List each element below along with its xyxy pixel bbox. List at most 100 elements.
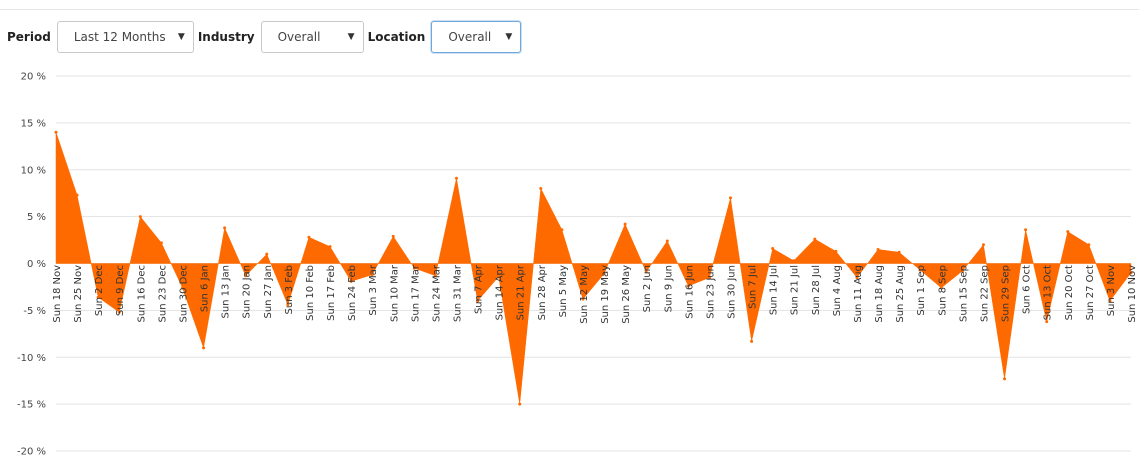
x-tick-label: Sun 18 Nov bbox=[52, 265, 63, 323]
data-point[interactable] bbox=[518, 402, 522, 406]
data-point[interactable] bbox=[665, 239, 669, 243]
data-point[interactable] bbox=[855, 276, 859, 280]
y-tick-label: 5 % bbox=[27, 212, 46, 223]
data-point[interactable] bbox=[202, 346, 206, 350]
x-tick-label: Sun 28 Jul bbox=[811, 265, 822, 315]
industry-label: Industry bbox=[197, 30, 255, 44]
data-point[interactable] bbox=[454, 176, 458, 180]
y-tick-label: -15 % bbox=[17, 400, 46, 411]
data-point[interactable] bbox=[223, 226, 227, 230]
data-point[interactable] bbox=[54, 130, 58, 134]
data-point[interactable] bbox=[834, 249, 838, 253]
data-point[interactable] bbox=[1087, 243, 1091, 247]
x-tick-label: Sun 9 Dec bbox=[115, 265, 126, 316]
data-point[interactable] bbox=[96, 295, 100, 299]
data-point[interactable] bbox=[876, 247, 880, 251]
x-tick-label: Sun 21 Apr bbox=[516, 264, 527, 320]
data-point[interactable] bbox=[750, 339, 754, 343]
x-tick-label: Sun 23 Jun bbox=[705, 265, 716, 319]
x-tick-label: Sun 11 Aug bbox=[853, 265, 864, 323]
x-tick-label: Sun 17 Feb bbox=[326, 265, 337, 321]
data-point[interactable] bbox=[286, 303, 290, 307]
x-tick-label: Sun 1 Sep bbox=[916, 265, 927, 316]
data-point[interactable] bbox=[349, 279, 353, 283]
x-tick-label: Sun 16 Dec bbox=[136, 265, 147, 322]
y-tick-label: 10 % bbox=[21, 165, 46, 176]
data-point[interactable] bbox=[707, 276, 711, 280]
data-point[interactable] bbox=[180, 286, 184, 290]
data-point[interactable] bbox=[370, 273, 374, 277]
x-tick-label: Sun 18 Aug bbox=[874, 265, 885, 323]
x-tick-label: Sun 23 Dec bbox=[157, 265, 168, 322]
x-tick-label: Sun 4 Aug bbox=[832, 265, 843, 316]
data-point[interactable] bbox=[623, 222, 627, 226]
data-point[interactable] bbox=[117, 310, 121, 314]
y-tick-label: -10 % bbox=[17, 353, 46, 364]
y-tick-label: -5 % bbox=[23, 306, 46, 317]
data-point[interactable] bbox=[391, 234, 395, 238]
data-point[interactable] bbox=[1003, 377, 1007, 381]
data-point[interactable] bbox=[265, 252, 269, 256]
y-tick-label: 20 % bbox=[21, 72, 46, 83]
data-point[interactable] bbox=[560, 228, 564, 232]
data-point[interactable] bbox=[1066, 230, 1070, 234]
data-point[interactable] bbox=[433, 274, 437, 278]
period-select-value: Last 12 Months bbox=[73, 30, 166, 44]
series-area bbox=[55, 132, 1132, 405]
x-tick-label: Sun 16 Jun bbox=[684, 265, 695, 319]
period-select[interactable]: Last 12 Months ▼ bbox=[56, 21, 194, 53]
chevron-down-icon: ▼ bbox=[505, 32, 513, 42]
data-point[interactable] bbox=[1024, 228, 1028, 232]
data-point[interactable] bbox=[307, 235, 311, 239]
data-point[interactable] bbox=[412, 266, 416, 270]
data-point[interactable] bbox=[75, 193, 79, 197]
chevron-down-icon: ▼ bbox=[177, 32, 185, 42]
industry-select[interactable]: Overall ▼ bbox=[260, 21, 364, 53]
data-point[interactable] bbox=[476, 299, 480, 303]
industry-select-value: Overall bbox=[277, 30, 321, 44]
x-tick-label: Sun 21 Jul bbox=[790, 265, 801, 315]
data-point[interactable] bbox=[981, 243, 985, 247]
data-point[interactable] bbox=[159, 241, 163, 245]
data-point[interactable] bbox=[602, 272, 606, 276]
x-tick-label: Sun 3 Mar bbox=[368, 264, 379, 315]
data-point[interactable] bbox=[729, 196, 733, 200]
x-tick-label: Sun 14 Jul bbox=[769, 265, 780, 315]
data-point[interactable] bbox=[939, 286, 943, 290]
x-tick-label: Sun 29 Sep bbox=[1001, 265, 1012, 322]
data-point[interactable] bbox=[539, 187, 543, 190]
x-tick-label: Sun 8 Sep bbox=[937, 265, 948, 316]
x-tick-label: Sun 10 Mar bbox=[389, 264, 400, 322]
x-tick-label: Sun 2 Jun bbox=[642, 265, 653, 312]
x-tick-label: Sun 30 Jun bbox=[727, 265, 738, 319]
data-point[interactable] bbox=[644, 270, 648, 274]
data-point[interactable] bbox=[1108, 299, 1112, 303]
data-point[interactable] bbox=[244, 274, 248, 278]
x-tick-label: Sun 6 Jan bbox=[200, 265, 211, 312]
data-point[interactable] bbox=[960, 269, 964, 273]
x-tick-label: Sun 20 Jan bbox=[242, 265, 253, 319]
data-point[interactable] bbox=[138, 215, 142, 219]
x-tick-label: Sun 24 Mar bbox=[431, 264, 442, 322]
location-select[interactable]: Overall ▼ bbox=[431, 21, 522, 53]
x-tick-label: Sun 7 Jul bbox=[748, 265, 759, 309]
data-point[interactable] bbox=[897, 250, 901, 254]
data-point[interactable] bbox=[792, 259, 796, 263]
data-point[interactable] bbox=[1045, 320, 1049, 324]
data-point[interactable] bbox=[497, 275, 501, 279]
data-point[interactable] bbox=[813, 237, 817, 241]
data-point[interactable] bbox=[771, 247, 775, 250]
data-point[interactable] bbox=[1129, 271, 1133, 275]
x-tick-label: Sun 5 May bbox=[558, 265, 569, 317]
data-point[interactable] bbox=[686, 284, 690, 288]
x-tick-label: Sun 17 Mar bbox=[410, 264, 421, 322]
data-point[interactable] bbox=[581, 297, 585, 301]
top-divider bbox=[0, 9, 1139, 10]
x-tick-label: Sun 31 Mar bbox=[452, 264, 463, 322]
data-point[interactable] bbox=[918, 268, 922, 272]
x-tick-label: Sun 10 Nov bbox=[1127, 265, 1138, 323]
data-point[interactable] bbox=[328, 245, 332, 249]
filter-bar: Period Last 12 Months ▼ Industry Overall… bbox=[7, 20, 525, 54]
x-tick-label: Sun 28 Apr bbox=[537, 264, 548, 320]
x-tick-label: Sun 7 Apr bbox=[474, 264, 485, 314]
